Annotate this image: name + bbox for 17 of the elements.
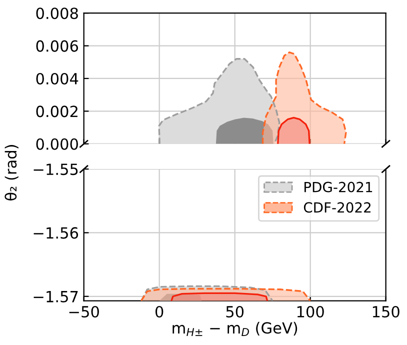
x-tick-label: 50: [226, 306, 244, 318]
y-tick-label: −1.55: [34, 164, 78, 176]
y-tick-label: 0.004: [36, 72, 78, 85]
x-tick-label: −50: [69, 306, 99, 318]
legend-label: CDF-2022: [304, 202, 370, 213]
y-tick-label: −1.57: [34, 291, 78, 302]
x-tick-label: 0: [155, 306, 164, 318]
y-tick-label: 0.002: [36, 106, 78, 118]
y-tick-label: −1.56: [34, 227, 78, 239]
legend-label: PDG-2021: [304, 182, 372, 192]
y-tick-label: 0.000: [36, 138, 78, 150]
x-tick-label: 100: [297, 306, 324, 318]
x-axis-title: m$_{H±}$ − m$_{D}$ (GeV): [172, 322, 298, 336]
x-tick-label: 150: [372, 306, 400, 318]
y-tick-label: 0.006: [36, 40, 78, 52]
y-tick-label: 0.008: [36, 8, 78, 20]
y-axis-title: θ₂ (rad): [4, 145, 18, 200]
